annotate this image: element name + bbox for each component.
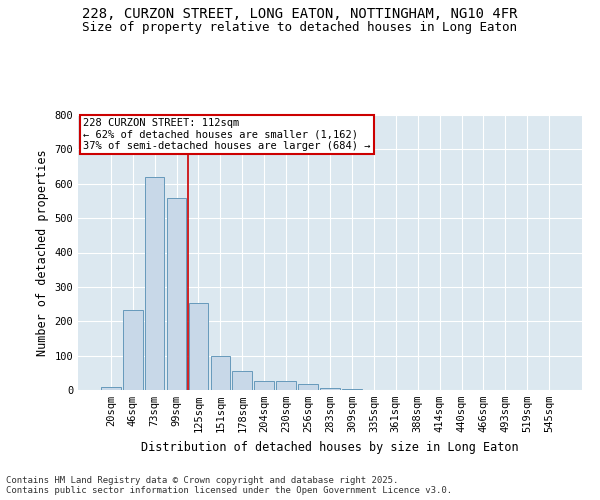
Bar	[320, 388, 340, 390]
X-axis label: Distribution of detached houses by size in Long Eaton: Distribution of detached houses by size …	[141, 440, 519, 454]
Text: 228, CURZON STREET, LONG EATON, NOTTINGHAM, NG10 4FR: 228, CURZON STREET, LONG EATON, NOTTINGH…	[82, 8, 518, 22]
Text: 228 CURZON STREET: 112sqm
← 62% of detached houses are smaller (1,162)
37% of se: 228 CURZON STREET: 112sqm ← 62% of detac…	[83, 118, 371, 151]
Bar	[298, 384, 318, 390]
Bar	[101, 387, 121, 390]
Bar	[254, 382, 274, 390]
Bar	[145, 177, 164, 390]
Bar	[167, 198, 187, 390]
Text: Contains HM Land Registry data © Crown copyright and database right 2025.
Contai: Contains HM Land Registry data © Crown c…	[6, 476, 452, 495]
Bar	[188, 304, 208, 390]
Y-axis label: Number of detached properties: Number of detached properties	[36, 149, 49, 356]
Bar	[123, 310, 143, 390]
Bar	[232, 371, 252, 390]
Bar	[276, 382, 296, 390]
Text: Size of property relative to detached houses in Long Eaton: Size of property relative to detached ho…	[83, 21, 517, 34]
Bar	[211, 356, 230, 390]
